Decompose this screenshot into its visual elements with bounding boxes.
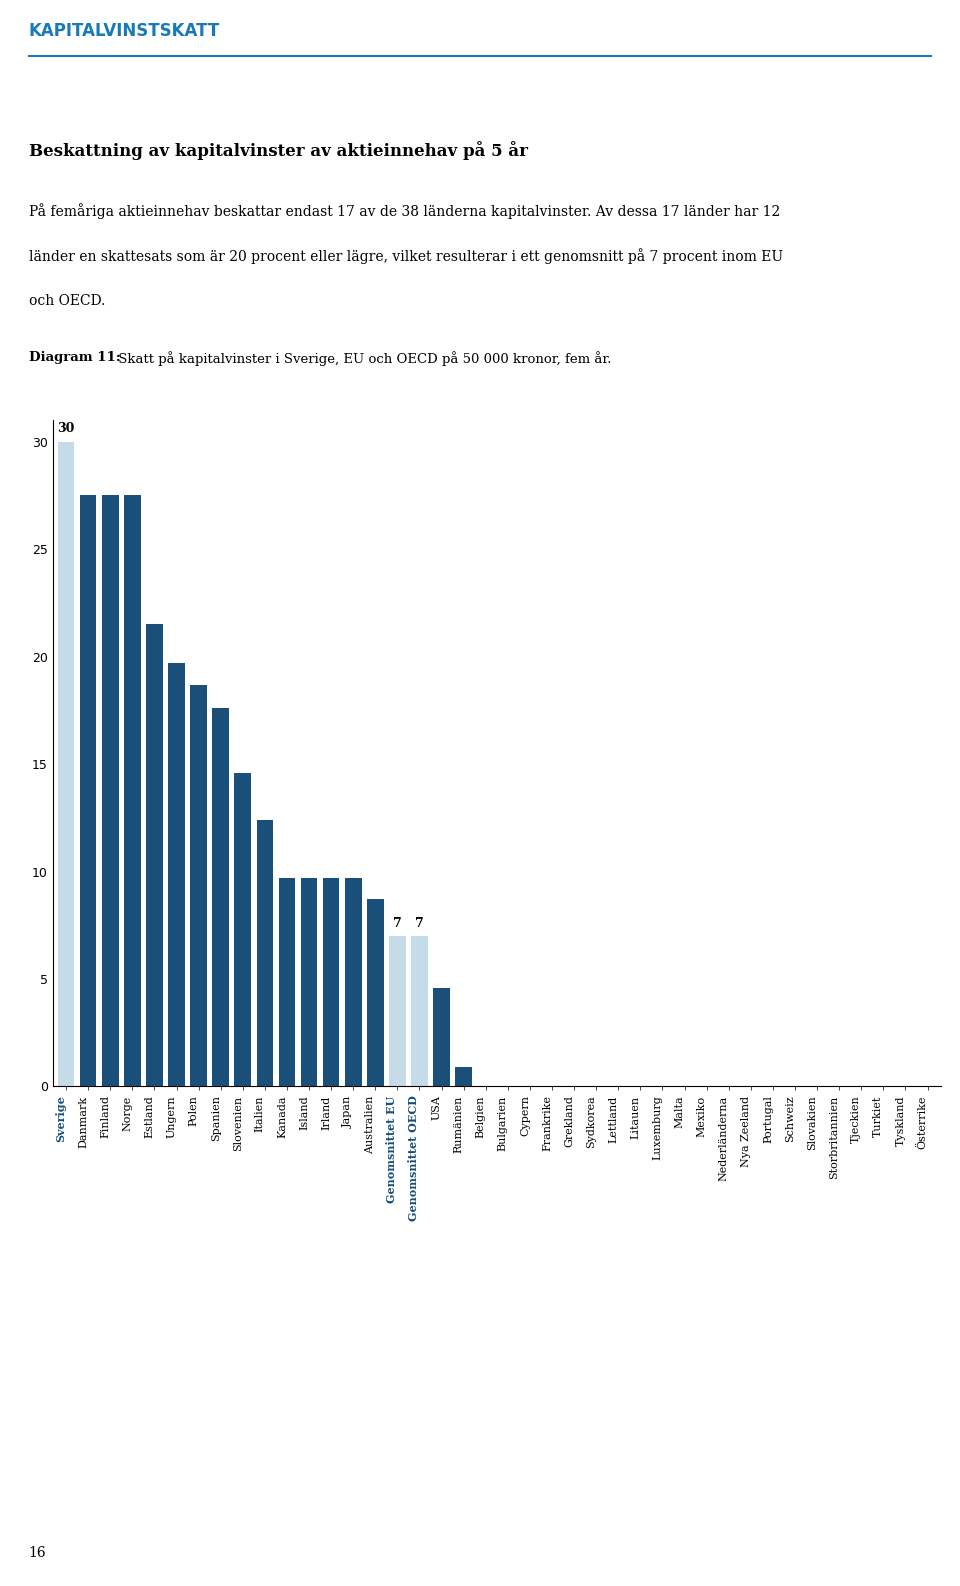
Text: Diagram 11:: Diagram 11: bbox=[29, 352, 121, 365]
Bar bbox=[102, 495, 118, 1086]
Bar bbox=[80, 495, 96, 1086]
Text: 7: 7 bbox=[415, 917, 424, 929]
Bar bbox=[367, 899, 384, 1086]
Bar bbox=[300, 879, 318, 1086]
Bar bbox=[168, 663, 184, 1086]
Text: På femåriga aktieinnehav beskattar endast 17 av de 38 länderna kapitalvinster. A: På femåriga aktieinnehav beskattar endas… bbox=[29, 203, 780, 219]
Bar bbox=[234, 772, 252, 1086]
Text: 30: 30 bbox=[58, 422, 75, 435]
Text: länder en skattesats som är 20 procent eller lägre, vilket resulterar i ett geno: länder en skattesats som är 20 procent e… bbox=[29, 249, 783, 265]
Text: 16: 16 bbox=[29, 1546, 46, 1561]
Bar bbox=[146, 625, 162, 1086]
Bar bbox=[411, 936, 428, 1086]
Bar bbox=[256, 820, 274, 1086]
Text: och OECD.: och OECD. bbox=[29, 293, 106, 308]
Bar bbox=[345, 879, 362, 1086]
Bar bbox=[278, 879, 296, 1086]
Text: Beskattning av kapitalvinster av aktieinnehav på 5 år: Beskattning av kapitalvinster av aktiein… bbox=[29, 141, 528, 160]
Text: 7: 7 bbox=[393, 917, 402, 929]
Bar bbox=[455, 1067, 472, 1086]
Text: Skatt på kapitalvinster i Sverige, EU och OECD på 50 000 kronor, fem år.: Skatt på kapitalvinster i Sverige, EU oc… bbox=[113, 352, 612, 366]
Bar bbox=[389, 936, 406, 1086]
Bar bbox=[124, 495, 140, 1086]
Bar bbox=[190, 685, 206, 1086]
Bar bbox=[433, 988, 450, 1086]
Text: KAPITALVINSTSKATT: KAPITALVINSTSKATT bbox=[29, 22, 220, 40]
Bar bbox=[212, 709, 229, 1086]
Bar bbox=[323, 879, 340, 1086]
Bar bbox=[58, 442, 74, 1086]
